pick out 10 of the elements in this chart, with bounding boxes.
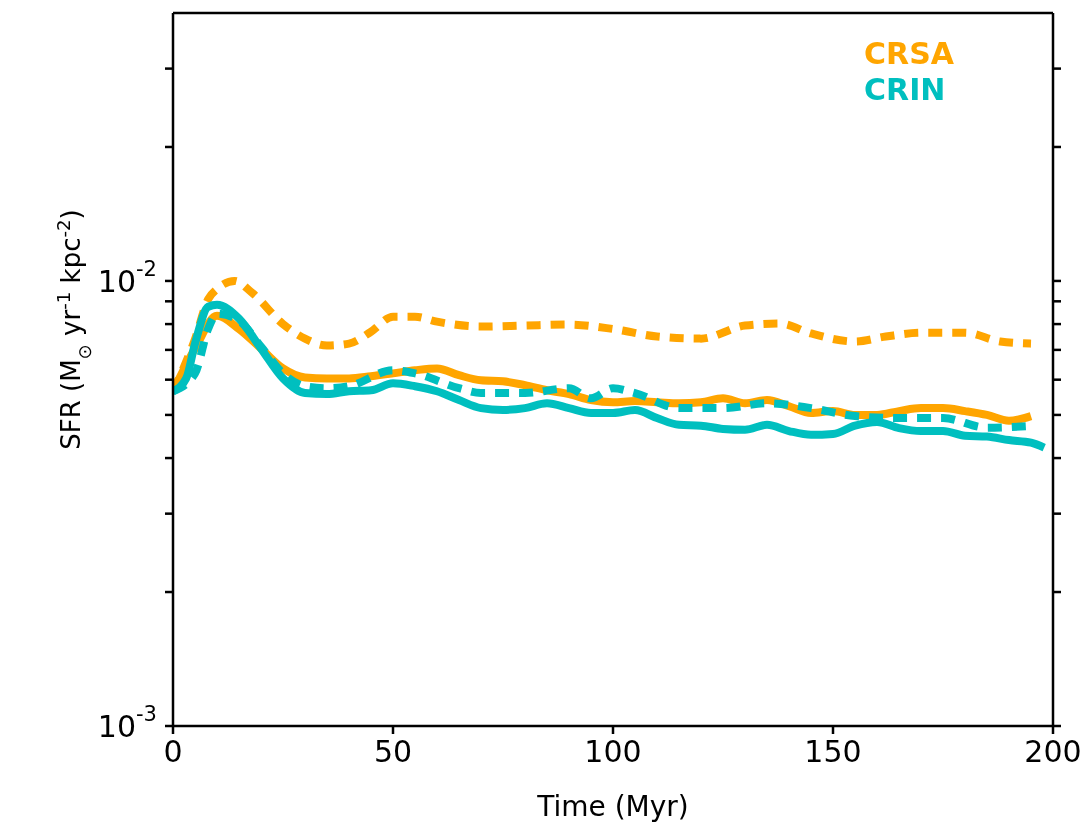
x-tick-label: 100 [584,734,642,769]
y-tick-label: 10$^{-2}$ [97,256,157,299]
x-axis-title: Time (Myr) [536,790,689,823]
x-tick-label: 200 [1024,734,1082,769]
text: CRSA [864,36,954,72]
x-tick-label: 0 [163,734,183,769]
x-tick-label: 50 [373,734,413,769]
y-tick-label: 10$^{-3}$ [97,702,157,744]
x-tick-label: 150 [804,734,862,769]
text: CRIN [864,72,947,108]
